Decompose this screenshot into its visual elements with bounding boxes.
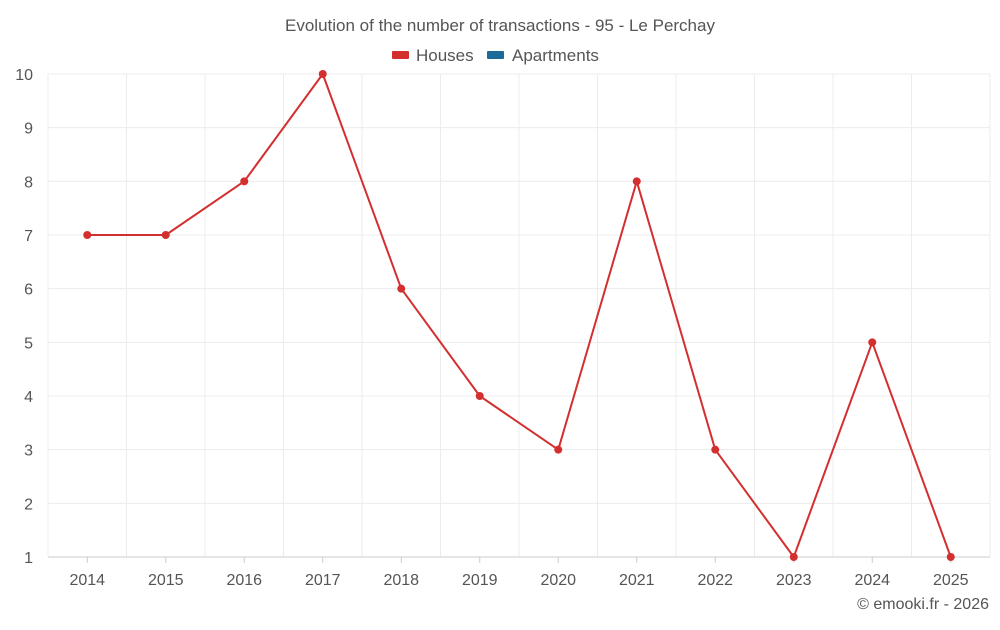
data-point-houses[interactable] [318, 70, 327, 78]
y-tick-label: 6 [24, 282, 33, 299]
y-tick-label: 7 [24, 228, 33, 245]
data-point-houses[interactable] [161, 231, 170, 239]
x-tick-label: 2016 [226, 572, 262, 589]
series [83, 70, 955, 561]
y-tick-label: 2 [24, 496, 33, 513]
x-tick-label: 2025 [933, 572, 969, 589]
legend-label-houses: Houses [416, 46, 474, 65]
x-tick-label: 2015 [148, 572, 184, 589]
data-point-houses[interactable] [240, 177, 249, 186]
y-tick-label: 10 [15, 67, 33, 84]
x-tick-label: 2022 [697, 572, 733, 589]
data-point-houses[interactable] [711, 445, 720, 454]
axes: 1 2 3 4 5 6 7 8 9 10 2014 2015 2016 2017 2018 2019 2020 2… [15, 67, 990, 589]
x-tick-label: 2014 [69, 572, 105, 589]
data-point-houses[interactable] [554, 445, 563, 454]
legend-item-apartments[interactable]: Apartments [487, 46, 599, 65]
y-tick-label: 9 [24, 121, 33, 138]
legend-item-houses[interactable]: Houses [392, 46, 474, 65]
data-point-houses[interactable] [475, 392, 484, 400]
x-tick-label: 2021 [619, 572, 655, 589]
y-tick-label: 1 [24, 550, 33, 567]
x-tick-label: 2019 [462, 572, 498, 589]
x-tick-label: 2018 [383, 572, 419, 589]
x-tick-label: 2017 [305, 572, 341, 589]
legend-swatch-houses [392, 51, 409, 59]
y-tick-label: 5 [24, 335, 33, 352]
grid [47, 73, 991, 557]
data-point-houses[interactable] [868, 338, 877, 347]
data-point-houses[interactable] [789, 553, 798, 561]
x-tick-label: 2023 [776, 572, 812, 589]
series-line-houses [87, 73, 952, 558]
chart-title: Evolution of the number of transactions … [285, 16, 715, 35]
y-tick-label: 3 [24, 443, 33, 460]
x-tick-label: 2024 [854, 572, 890, 589]
legend-label-apartments: Apartments [512, 46, 599, 65]
credit-text: © emooki.fr - 2026 [857, 596, 989, 613]
y-tick-label: 4 [24, 389, 33, 406]
y-tick-label: 8 [24, 174, 33, 191]
data-point-houses[interactable] [632, 177, 641, 186]
x-tick-label: 2020 [540, 572, 576, 589]
legend: Houses Apartments [392, 46, 599, 65]
legend-swatch-apartments [487, 51, 504, 59]
data-point-houses[interactable] [83, 231, 92, 239]
data-point-houses[interactable] [397, 284, 406, 293]
data-point-houses[interactable] [946, 553, 955, 561]
